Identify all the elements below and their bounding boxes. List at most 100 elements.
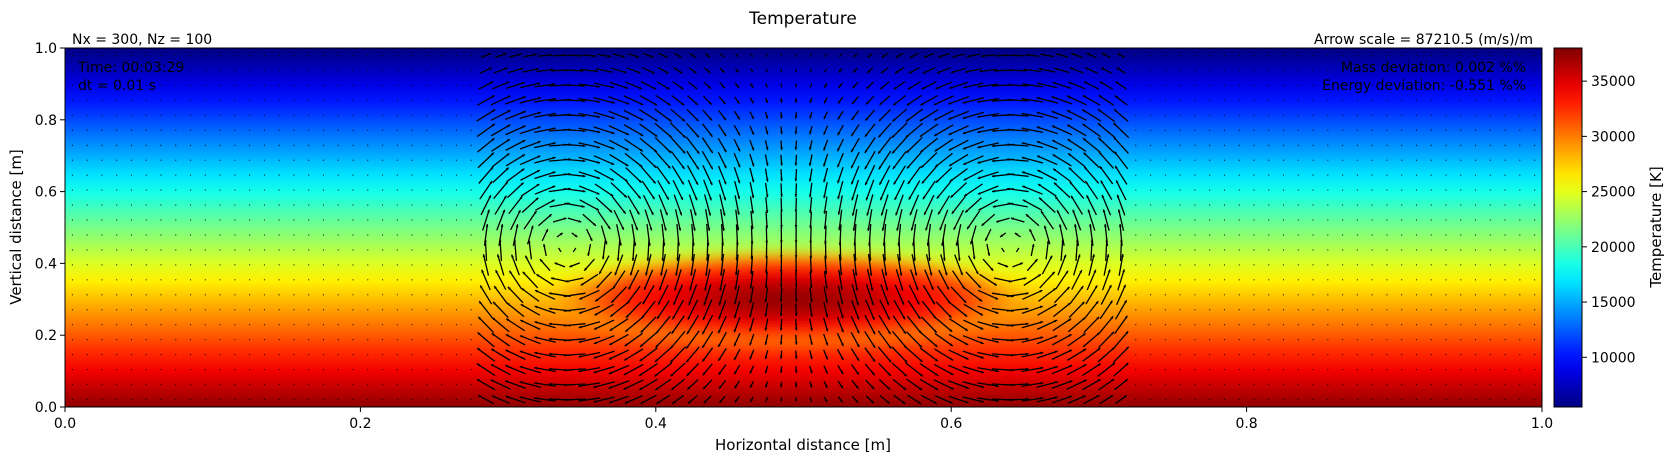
- velocity-arrow: [494, 195, 507, 215]
- velocity-arrow-head: [933, 329, 937, 333]
- velocity-arrow-head: [837, 211, 841, 215]
- velocity-arrow-head: [919, 387, 923, 391]
- velocity-arrow-head: [823, 210, 827, 214]
- velocity-arrow: [867, 209, 873, 231]
- velocity-arrow: [508, 195, 523, 215]
- velocity-arrow-head: [1025, 292, 1029, 295]
- velocity-arrow-head: [673, 301, 676, 305]
- velocity-arrow-head: [479, 301, 482, 305]
- velocity-arrow: [625, 301, 642, 319]
- velocity-arrow-head: [977, 176, 981, 179]
- y-tick-label: 0.8: [35, 113, 57, 129]
- velocity-arrow: [963, 183, 983, 197]
- velocity-arrow: [440, 99, 443, 102]
- velocity-arrow-head: [563, 398, 567, 402]
- velocity-arrow-head: [597, 115, 601, 119]
- velocity-arrow: [1021, 142, 1044, 149]
- velocity-arrow: [897, 223, 902, 246]
- velocity-arrow-head: [630, 272, 633, 276]
- velocity-arrow-head: [1055, 53, 1059, 56]
- velocity-arrow-head: [563, 309, 567, 313]
- velocity-arrow: [594, 287, 614, 302]
- velocity-arrow: [1135, 99, 1137, 102]
- velocity-arrow-head: [963, 162, 967, 165]
- velocity-arrow: [1081, 363, 1102, 377]
- velocity-arrow: [1021, 336, 1044, 343]
- velocity-arrow-head: [705, 258, 709, 261]
- velocity-arrow-head: [825, 285, 828, 289]
- velocity-arrow-head: [564, 53, 567, 57]
- velocity-arrow: [593, 319, 615, 330]
- velocity-arrow-head: [965, 400, 969, 404]
- velocity-arrow: [352, 69, 354, 72]
- velocity-arrow: [598, 255, 610, 275]
- velocity-arrow-head: [824, 256, 828, 260]
- velocity-arrow: [1116, 194, 1126, 216]
- velocity-arrow-head: [896, 227, 900, 231]
- velocity-arrow: [578, 367, 601, 373]
- velocity-arrow-head: [736, 85, 740, 88]
- velocity-arrow: [1164, 368, 1167, 371]
- velocity-arrow-head: [519, 365, 523, 369]
- velocity-arrow: [674, 269, 682, 291]
- velocity-arrow: [670, 108, 686, 122]
- velocity-arrow-head: [1021, 97, 1025, 101]
- velocity-arrow: [765, 68, 768, 73]
- velocity-arrow-head: [519, 381, 523, 384]
- velocity-arrow-head: [919, 118, 923, 122]
- velocity-arrow: [964, 287, 983, 302]
- velocity-arrow: [851, 179, 860, 201]
- velocity-arrow: [824, 210, 828, 230]
- velocity-arrow-head: [779, 327, 783, 331]
- velocity-arrow: [1082, 123, 1101, 138]
- velocity-arrow: [1036, 396, 1058, 403]
- velocity-arrow: [578, 305, 600, 314]
- velocity-arrow-head: [1082, 333, 1086, 337]
- velocity-arrow-head: [1006, 172, 1010, 176]
- velocity-arrow-head: [735, 257, 739, 261]
- velocity-arrow-head: [703, 400, 707, 404]
- velocity-arrow-head: [1023, 68, 1027, 72]
- velocity-arrow-head: [1006, 128, 1010, 132]
- velocity-arrow: [891, 136, 908, 154]
- velocity-arrow: [951, 270, 966, 290]
- velocity-arrow: [853, 253, 858, 276]
- velocity-arrow: [565, 69, 584, 72]
- velocity-arrow: [505, 318, 526, 332]
- x-tick-label: 0.8: [1235, 416, 1257, 432]
- velocity-arrow: [1006, 338, 1029, 342]
- velocity-arrow-head: [1081, 301, 1085, 305]
- velocity-arrow-head: [686, 331, 690, 335]
- velocity-arrow: [852, 209, 858, 231]
- velocity-arrow-head: [671, 387, 675, 390]
- velocity-arrow-head: [1096, 395, 1100, 398]
- velocity-arrow-head: [977, 191, 981, 195]
- velocity-arrow: [935, 167, 953, 184]
- velocity-arrow: [912, 223, 917, 246]
- velocity-arrow: [638, 363, 658, 377]
- velocity-arrow-head: [933, 315, 936, 319]
- velocity-arrow-head: [914, 272, 918, 276]
- velocity-arrow-head: [908, 70, 912, 74]
- velocity-arrow-head: [809, 240, 813, 244]
- velocity-arrow-head: [1031, 244, 1035, 247]
- velocity-arrow-head: [823, 147, 826, 151]
- velocity-arrow: [367, 99, 369, 102]
- velocity-arrow: [962, 97, 985, 104]
- velocity-arrow: [411, 144, 413, 146]
- velocity-arrow: [971, 240, 976, 260]
- velocity-arrow-head: [1121, 254, 1124, 257]
- velocity-arrow-head: [779, 384, 783, 388]
- velocity-arrow-head: [582, 114, 586, 118]
- velocity-arrow-head: [1124, 300, 1127, 304]
- velocity-arrow-head: [681, 102, 685, 106]
- velocity-arrow-head: [666, 196, 669, 200]
- velocity-arrow: [506, 81, 525, 89]
- velocity-arrow: [1179, 114, 1181, 117]
- velocity-arrow: [1098, 378, 1115, 391]
- velocity-arrow: [1006, 173, 1029, 177]
- velocity-arrow: [1085, 285, 1098, 305]
- velocity-arrow-head: [548, 397, 552, 401]
- velocity-arrow-head: [505, 365, 509, 368]
- velocity-arrow: [654, 346, 672, 363]
